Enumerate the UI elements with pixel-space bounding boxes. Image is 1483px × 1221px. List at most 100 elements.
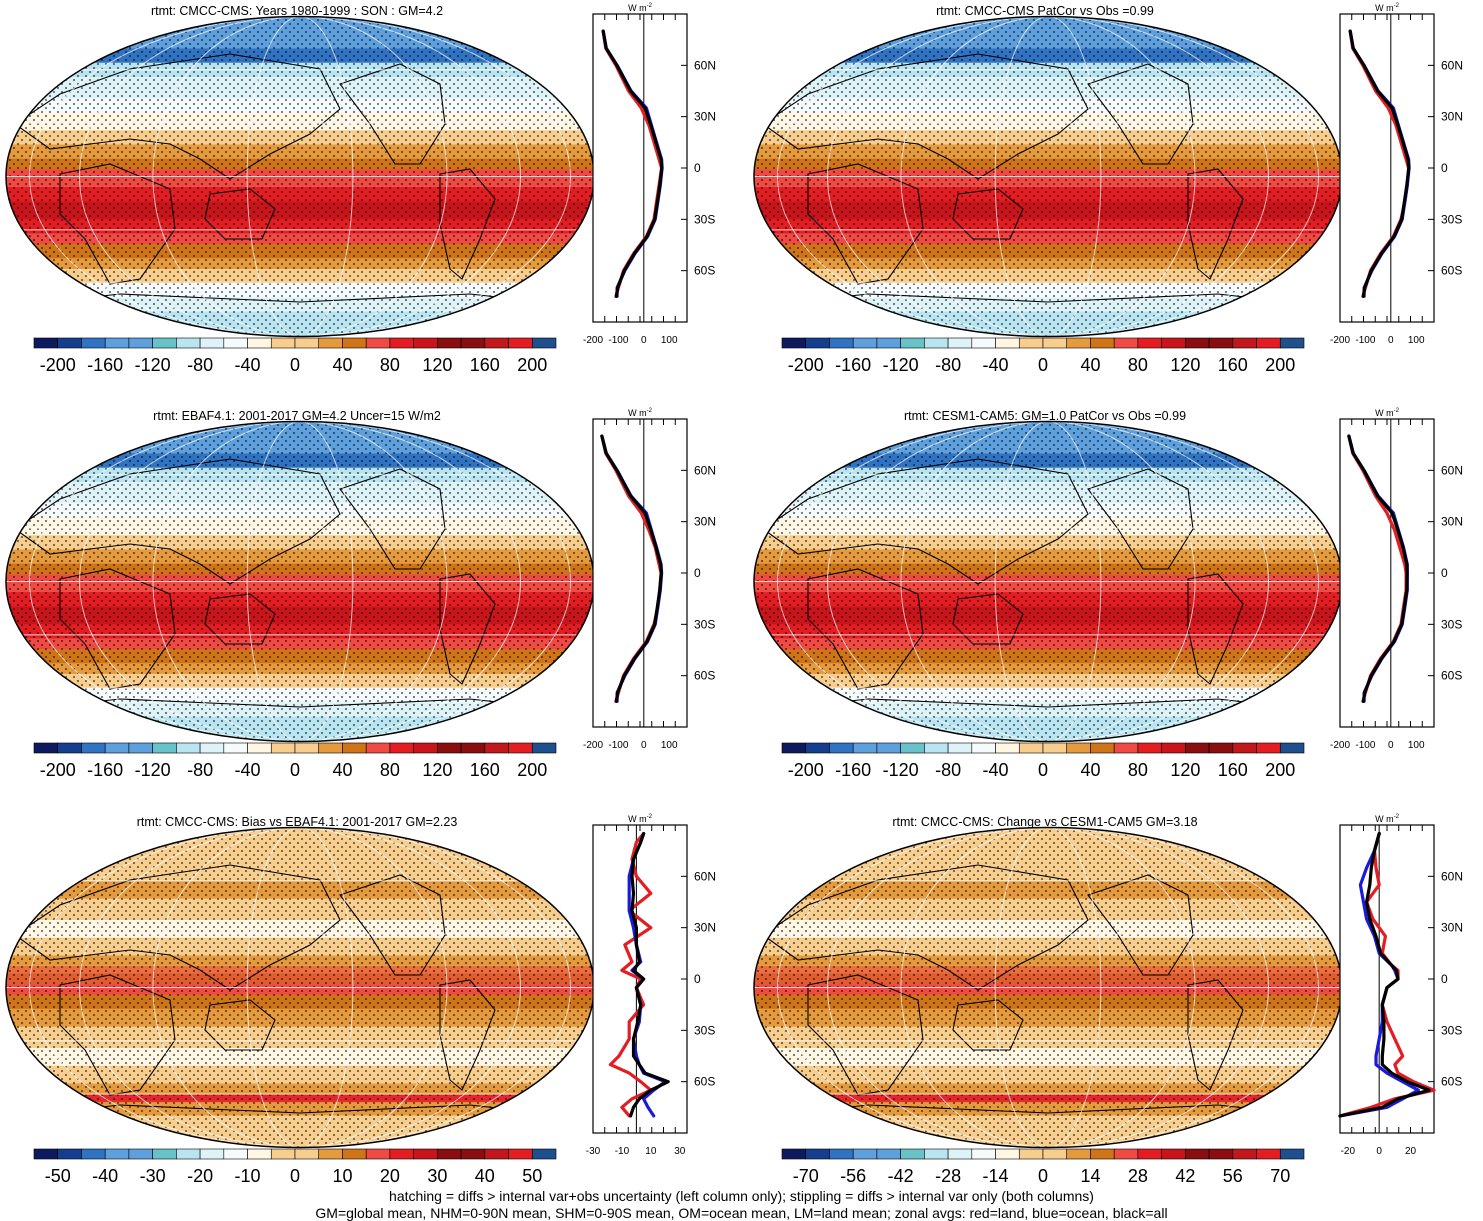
lat-tick-label: 30S <box>1441 1023 1462 1037</box>
x-tick-label: 100 <box>1408 740 1425 751</box>
colorbar-label: 70 <box>1270 1166 1290 1186</box>
colorbar-box <box>1161 1148 1186 1160</box>
lat-tick-label: 60N <box>1441 58 1463 72</box>
colorbar-box <box>947 742 973 754</box>
lat-tick-label: 0 <box>1441 566 1448 580</box>
lat-tick-label: 60N <box>694 869 716 883</box>
colorbar-box <box>1279 1148 1305 1160</box>
graticule-lon <box>994 16 1102 337</box>
unit-label: W m-2 <box>1375 408 1399 418</box>
colorbar-box <box>1042 742 1068 754</box>
zonal-frame <box>592 13 688 323</box>
colorbar-box <box>413 1148 438 1160</box>
colorbar: -70 -56 -42 -28 -14 0 14 28 42 56 70 <box>781 1148 1305 1186</box>
colorbar-box <box>876 337 901 349</box>
colorbar-box <box>81 1148 106 1160</box>
colorbar-label: 160 <box>470 760 500 780</box>
zonal-line-all <box>1338 832 1431 1118</box>
colorbar-box <box>947 1148 973 1160</box>
lat-tick-label: 60N <box>1441 869 1463 883</box>
colorbar-box <box>81 742 106 754</box>
colorbar-box <box>829 1148 854 1160</box>
x-tick-label: 20 <box>1405 1146 1417 1157</box>
colorbar-box <box>829 742 854 754</box>
colorbar-label: -40 <box>983 760 1009 780</box>
colorbar-label: 80 <box>380 760 400 780</box>
colorbar-label: 0 <box>1038 1166 1048 1186</box>
colorbar-label: -20 <box>187 1166 213 1186</box>
colorbar-box <box>805 337 830 349</box>
colorbar-box <box>128 742 153 754</box>
colorbar-box <box>57 337 82 349</box>
colorbar-box <box>104 1148 130 1160</box>
x-tick-label: 0 <box>1388 335 1394 346</box>
colorbar-box <box>176 337 201 349</box>
colorbar-box <box>484 742 509 754</box>
zonal-mean-plot: 60N 30N 0 30S 60S -200 -100 0 100 W m-2 <box>583 3 716 346</box>
lat-tick-label: 30S <box>694 212 715 226</box>
colorbar-label: 80 <box>380 355 400 375</box>
x-tick-label: 0 <box>641 740 647 751</box>
colorbar-box <box>1018 742 1044 754</box>
colorbar-label: 40 <box>475 1166 495 1186</box>
graticule-lon <box>827 421 1269 742</box>
lat-tick-label: 0 <box>694 566 701 580</box>
colorbar-box <box>947 337 973 349</box>
map-fill <box>6 421 594 742</box>
graticule-lon <box>246 16 354 337</box>
colorbar-box <box>1113 337 1139 349</box>
colorbar-box <box>1113 1148 1139 1160</box>
colorbar-box <box>876 1148 901 1160</box>
colorbar-box <box>1137 337 1162 349</box>
colorbar-box <box>270 1148 296 1160</box>
colorbar-box <box>389 337 414 349</box>
colorbar-box <box>318 1148 343 1160</box>
map-fill <box>6 827 594 1148</box>
x-tick-label: -30 <box>586 1146 601 1157</box>
zonal-line-all <box>628 832 670 1118</box>
colorbar-label: -10 <box>235 1166 261 1186</box>
colorbar-label: 0 <box>290 355 300 375</box>
graticule-lon <box>246 827 354 1148</box>
colorbar-label: 40 <box>332 760 352 780</box>
graticule-lon <box>246 421 354 742</box>
graticule-lon <box>152 16 448 337</box>
graticule-lon <box>900 16 1196 337</box>
colorbar-label: -160 <box>835 760 871 780</box>
lat-tick-label: 30N <box>1441 921 1463 935</box>
graticule-lon <box>29 827 571 1148</box>
lat-tick-label: 0 <box>1441 161 1448 175</box>
map-fill <box>754 827 1342 1148</box>
colorbar-label: -80 <box>187 760 213 780</box>
colorbar: -50 -40 -30 -20 -10 0 10 20 30 40 50 <box>33 1148 557 1186</box>
footnote-legend: GM=global mean, NHM=0-90N mean, SHM=0-90… <box>315 1205 1168 1221</box>
colorbar-box <box>460 742 486 754</box>
colorbar-box <box>531 742 557 754</box>
colorbar-box <box>247 337 272 349</box>
colorbar-label: -120 <box>135 355 171 375</box>
unit-label: W m-2 <box>1375 3 1399 13</box>
lat-tick-label: 30S <box>1441 617 1462 631</box>
colorbar-box <box>152 1148 177 1160</box>
colorbar-box <box>900 1148 925 1160</box>
colorbar-box <box>437 337 462 349</box>
lat-tick-label: 60S <box>694 1075 715 1089</box>
colorbar-box <box>1018 337 1044 349</box>
map <box>753 15 1343 338</box>
map-title: rtmt: CMCC-CMS: Years 1980-1999 : SON : … <box>150 4 444 18</box>
x-tick-label: 100 <box>1408 335 1425 346</box>
lat-tick-label: 30N <box>694 515 716 529</box>
lat-tick-label: 30S <box>1441 212 1462 226</box>
footnote-hatching: hatching = diffs > internal var+obs unce… <box>389 1188 1094 1204</box>
x-tick-label: 10 <box>645 1146 657 1157</box>
colorbar-label: -120 <box>883 355 919 375</box>
colorbar-box <box>1161 337 1186 349</box>
map <box>5 420 595 743</box>
lat-tick-label: 60S <box>1441 1075 1462 1089</box>
x-tick-label: 30 <box>674 1146 686 1157</box>
lat-tick-label: 0 <box>1441 972 1448 986</box>
colorbar-box <box>995 1148 1020 1160</box>
colorbar-box <box>365 742 391 754</box>
colorbar-label: -30 <box>140 1166 166 1186</box>
colorbar-label: 160 <box>1218 355 1248 375</box>
